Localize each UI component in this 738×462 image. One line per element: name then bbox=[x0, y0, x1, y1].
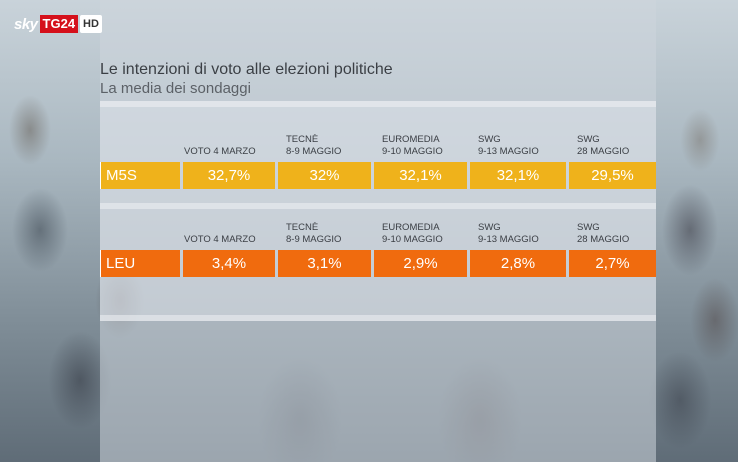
value-cell: 32,7% bbox=[183, 162, 275, 189]
column-header-date: 8-9 MAGGIO bbox=[286, 234, 342, 245]
column-header-date: 28 MAGGIO bbox=[577, 234, 630, 245]
divider bbox=[100, 315, 656, 321]
column-header-source: SWG bbox=[577, 222, 600, 233]
divider bbox=[100, 203, 656, 209]
logo-hd: HD bbox=[80, 15, 102, 33]
channel-logo: sky TG24 HD bbox=[14, 15, 102, 33]
column-header-source: SWG bbox=[478, 134, 501, 145]
logo-sky: sky bbox=[14, 15, 38, 33]
party-label: M5S bbox=[100, 162, 180, 189]
party-row-m5s: M5S 32,7% 32% 32,1% 32,1% 29,5% bbox=[100, 162, 656, 189]
divider bbox=[100, 101, 656, 107]
column-header-date: 9-13 MAGGIO bbox=[478, 146, 539, 157]
column-header-source: TECNÈ bbox=[286, 134, 319, 145]
value-cell: 3,1% bbox=[278, 250, 371, 277]
column-header-date: VOTO 4 MARZO bbox=[184, 234, 256, 245]
column-header-date: 9-10 MAGGIO bbox=[382, 234, 443, 245]
chart-title: Le intenzioni di voto alle elezioni poli… bbox=[100, 61, 393, 78]
value-cell: 32% bbox=[278, 162, 371, 189]
column-header-source: EUROMEDIA bbox=[382, 134, 440, 145]
column-header-date: VOTO 4 MARZO bbox=[184, 146, 256, 157]
value-cell: 2,7% bbox=[569, 250, 656, 277]
column-header-date: 28 MAGGIO bbox=[577, 146, 630, 157]
column-header-date: 9-13 MAGGIO bbox=[478, 234, 539, 245]
value-cell: 32,1% bbox=[374, 162, 467, 189]
value-cell: 29,5% bbox=[569, 162, 656, 189]
column-header-source: SWG bbox=[577, 134, 600, 145]
overlay-panel bbox=[100, 0, 656, 462]
value-cell: 32,1% bbox=[470, 162, 566, 189]
chart-subtitle: La media dei sondaggi bbox=[100, 80, 251, 97]
party-label: LEU bbox=[100, 250, 180, 277]
value-cell: 2,8% bbox=[470, 250, 566, 277]
column-header-source: SWG bbox=[478, 222, 501, 233]
column-header-date: 9-10 MAGGIO bbox=[382, 146, 443, 157]
column-header-source: TECNÈ bbox=[286, 222, 319, 233]
column-header-date: 8-9 MAGGIO bbox=[286, 146, 342, 157]
party-row-leu: LEU 3,4% 3,1% 2,9% 2,8% 2,7% bbox=[100, 250, 656, 277]
column-header-source: EUROMEDIA bbox=[382, 222, 440, 233]
logo-tg24: TG24 bbox=[39, 15, 79, 33]
value-cell: 3,4% bbox=[183, 250, 275, 277]
value-cell: 2,9% bbox=[374, 250, 467, 277]
